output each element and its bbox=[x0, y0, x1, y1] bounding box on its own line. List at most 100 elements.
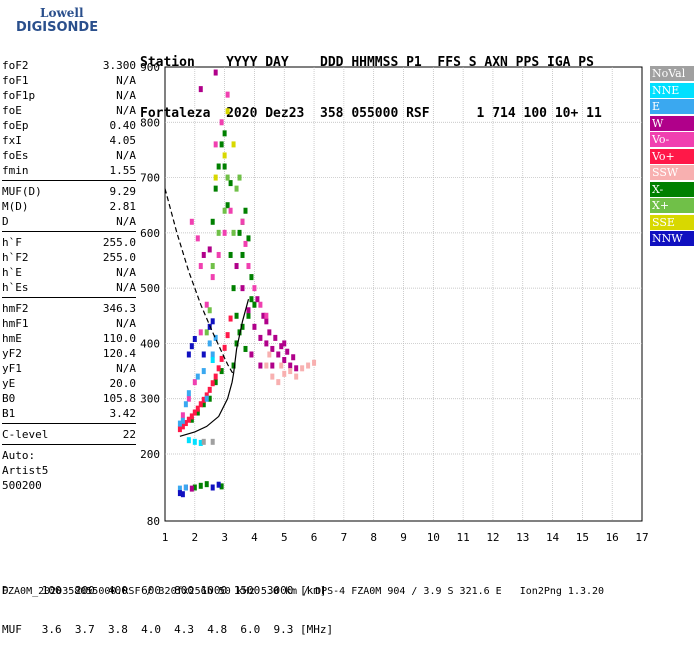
data-point bbox=[216, 365, 221, 372]
data-point bbox=[228, 315, 233, 322]
data-point bbox=[291, 354, 296, 361]
parameter-row: B0 105.8 bbox=[2, 391, 136, 406]
parameter-name: foEp bbox=[2, 119, 29, 132]
data-point bbox=[288, 362, 293, 369]
data-point bbox=[258, 301, 263, 308]
data-point bbox=[225, 91, 230, 98]
data-point bbox=[210, 351, 215, 358]
data-point bbox=[183, 484, 188, 491]
x-tick-label: 1 bbox=[162, 531, 169, 544]
y-tick-label: 800 bbox=[140, 116, 160, 129]
data-point bbox=[219, 368, 224, 375]
x-tick-label: 16 bbox=[606, 531, 619, 544]
parameter-value: 255.0 bbox=[102, 236, 136, 249]
parameter-value: 105.8 bbox=[102, 392, 136, 405]
data-point bbox=[177, 426, 182, 433]
data-point bbox=[240, 218, 245, 225]
legend-item: SSW bbox=[650, 165, 694, 180]
parameter-name: h`E bbox=[2, 266, 22, 279]
data-point bbox=[294, 365, 299, 372]
legend-item: Vo- bbox=[650, 132, 694, 147]
data-point bbox=[231, 285, 236, 292]
parameter-name: MUF(D) bbox=[2, 185, 42, 198]
series-group bbox=[183, 69, 299, 492]
data-point bbox=[210, 438, 215, 445]
data-point bbox=[219, 355, 224, 362]
parameter-name: foF1 bbox=[2, 74, 29, 87]
data-point bbox=[201, 438, 206, 445]
parameter-name: yE bbox=[2, 377, 16, 390]
data-point bbox=[204, 481, 209, 488]
series-group bbox=[213, 108, 236, 181]
data-point bbox=[183, 401, 188, 408]
virtual-height-curve bbox=[164, 188, 234, 374]
data-point bbox=[189, 485, 194, 492]
data-point bbox=[240, 251, 245, 258]
data-point bbox=[264, 312, 269, 319]
data-point bbox=[216, 229, 221, 236]
data-point bbox=[201, 251, 206, 258]
data-point bbox=[279, 343, 284, 350]
parameter-value: 9.29 bbox=[109, 185, 137, 198]
data-point bbox=[192, 409, 197, 416]
data-point bbox=[222, 207, 227, 214]
data-point bbox=[213, 174, 218, 181]
series-group bbox=[177, 334, 218, 492]
parameter-value: 255.0 bbox=[102, 251, 136, 264]
parameter-value: 22 bbox=[122, 428, 136, 441]
parameter-value: 120.4 bbox=[102, 347, 136, 360]
parameter-value: N/A bbox=[116, 89, 136, 102]
parameter-divider bbox=[2, 297, 136, 298]
data-point bbox=[177, 485, 182, 492]
data-point bbox=[249, 351, 254, 358]
data-point bbox=[186, 351, 191, 358]
parameter-row: yF2 120.4 bbox=[2, 346, 136, 361]
data-point bbox=[234, 312, 239, 319]
parameter-name: hmF1 bbox=[2, 317, 29, 330]
data-point bbox=[228, 251, 233, 258]
parameter-row: h`Es N/A bbox=[2, 280, 136, 295]
data-point bbox=[282, 340, 287, 347]
parameter-divider bbox=[2, 231, 136, 232]
series-group bbox=[186, 357, 215, 446]
data-point bbox=[285, 348, 290, 355]
legend-item: X- bbox=[650, 181, 694, 197]
x-tick-label: 4 bbox=[251, 531, 258, 544]
parameter-row: MUF(D) 9.29 bbox=[2, 184, 136, 199]
parameter-name: foF1p bbox=[2, 89, 36, 102]
data-point bbox=[243, 345, 248, 352]
x-tick-label: 14 bbox=[546, 531, 560, 544]
parameter-value: 20.0 bbox=[109, 377, 137, 390]
data-point bbox=[198, 329, 203, 336]
chart-ticks: 1 2 3 4 5 6 7 8 9 10 11 12 13 14 15 16 17802003004005006… bbox=[140, 61, 649, 544]
chart-curves bbox=[164, 188, 250, 437]
x-tick-label: 7 bbox=[341, 531, 348, 544]
data-point bbox=[234, 340, 239, 347]
data-point bbox=[216, 163, 221, 170]
legend-item: NNE bbox=[650, 82, 694, 98]
data-point bbox=[276, 379, 281, 386]
legend-item: W bbox=[650, 115, 694, 131]
parameter-name: h`F bbox=[2, 236, 22, 249]
data-point bbox=[222, 130, 227, 137]
data-point bbox=[207, 340, 212, 347]
data-point bbox=[189, 416, 194, 423]
parameter-name: C-level bbox=[2, 428, 49, 441]
data-point bbox=[207, 246, 212, 253]
muf-table: D 100 200 400 600 800 1000 1500 3000 [km… bbox=[2, 558, 333, 649]
data-point bbox=[186, 416, 191, 423]
legend-item: NNW bbox=[650, 231, 694, 246]
data-point bbox=[219, 483, 224, 490]
data-point bbox=[201, 351, 206, 358]
parameter-row: hmE 110.0 bbox=[2, 331, 136, 346]
data-point bbox=[219, 141, 224, 148]
data-point bbox=[264, 318, 269, 325]
parameter-panel: foF2 3.300 foF1 N/A foF1p N/A foE N/A foEp 0.40 fx… bbox=[2, 58, 136, 493]
parameter-value: N/A bbox=[116, 104, 136, 117]
parameter-row: foF1p N/A bbox=[2, 88, 136, 103]
data-point bbox=[255, 296, 260, 303]
data-point bbox=[189, 218, 194, 225]
data-point bbox=[237, 229, 242, 236]
data-point bbox=[264, 362, 269, 369]
x-tick-label: 12 bbox=[486, 531, 499, 544]
